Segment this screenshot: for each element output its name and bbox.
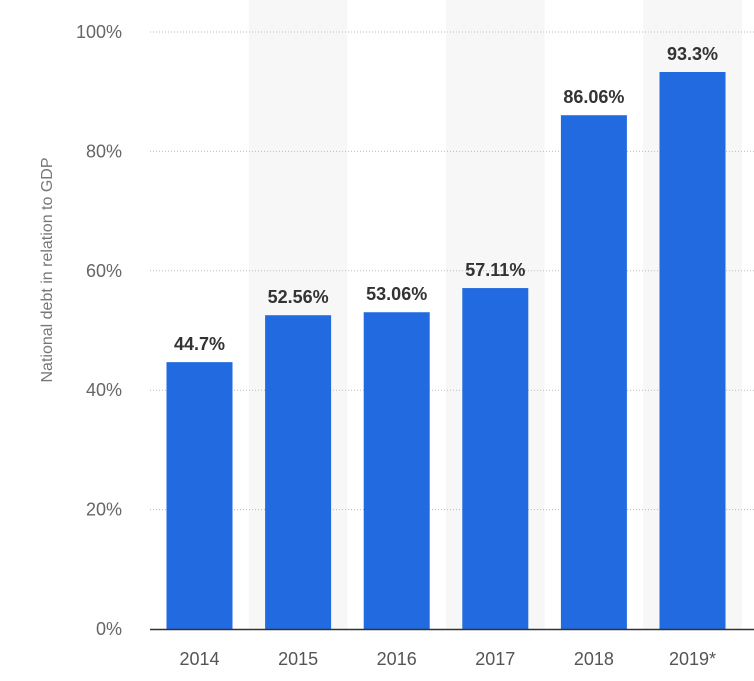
- x-axis-tick-labels: 2014 2015 2016 2017 2018 2019*: [179, 649, 716, 669]
- bar-2014: [166, 362, 233, 629]
- bar-value-labels: 44.7% 52.56% 53.06% 57.11% 86.06% 93.3%: [174, 44, 718, 354]
- bar-value-label: 57.11%: [465, 260, 525, 280]
- y-tick-label: 20%: [86, 500, 122, 520]
- x-tick-label: 2019*: [669, 649, 716, 669]
- y-tick-label: 80%: [86, 141, 122, 161]
- bar-2017: [462, 288, 529, 629]
- x-tick-label: 2015: [278, 649, 318, 669]
- bar-2015: [265, 315, 332, 629]
- bar-value-label: 86.06%: [563, 87, 624, 107]
- bar-value-label: 53.06%: [366, 284, 427, 304]
- y-axis-title: National debt in relation to GDP: [39, 157, 56, 382]
- bar-2018: [560, 115, 627, 629]
- x-tick-label: 2018: [574, 649, 614, 669]
- bar-2016: [363, 312, 430, 629]
- y-tick-label: 40%: [86, 380, 122, 400]
- bar-value-label: 52.56%: [268, 287, 329, 307]
- bar-2019*: [659, 71, 726, 629]
- bars: [166, 71, 726, 629]
- x-tick-label: 2016: [377, 649, 417, 669]
- y-tick-label: 60%: [86, 261, 122, 281]
- bar-value-label: 93.3%: [667, 44, 718, 64]
- x-tick-label: 2017: [475, 649, 515, 669]
- y-axis-tick-labels: 0% 20% 40% 60% 80% 100%: [76, 22, 122, 639]
- x-tick-label: 2014: [179, 649, 219, 669]
- y-tick-label: 0%: [96, 619, 122, 639]
- y-tick-label: 100%: [76, 22, 122, 42]
- bar-value-label: 44.7%: [174, 334, 225, 354]
